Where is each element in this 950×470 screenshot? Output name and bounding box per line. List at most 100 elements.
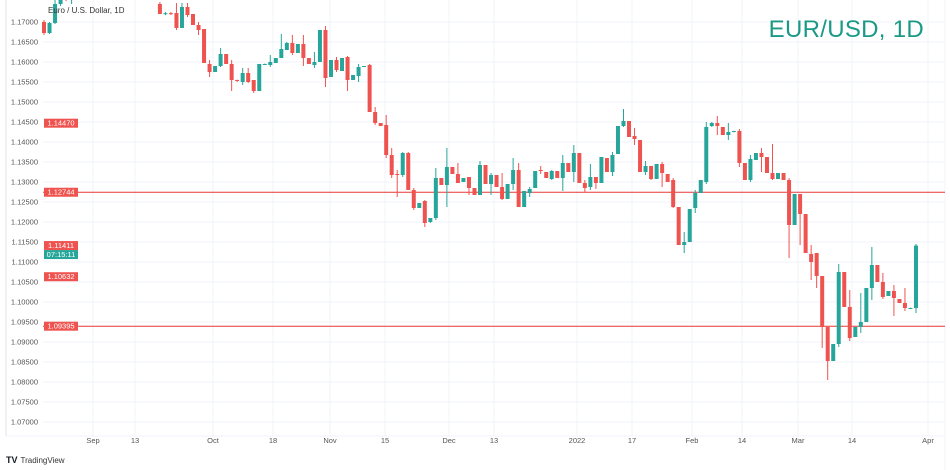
candle[interactable] xyxy=(284,42,289,50)
candle[interactable] xyxy=(842,272,847,307)
candle[interactable] xyxy=(444,148,449,207)
candle[interactable] xyxy=(704,122,709,184)
candle[interactable] xyxy=(748,155,753,182)
candle[interactable] xyxy=(439,178,444,185)
candle[interactable] xyxy=(902,288,907,311)
candle[interactable] xyxy=(273,58,278,63)
candle[interactable] xyxy=(472,188,477,195)
candle[interactable] xyxy=(798,194,803,245)
candle[interactable] xyxy=(864,288,869,322)
candle[interactable] xyxy=(737,129,742,167)
candle[interactable] xyxy=(262,63,267,65)
candle[interactable] xyxy=(428,218,433,223)
candle[interactable] xyxy=(759,148,764,172)
candle[interactable] xyxy=(218,48,223,67)
candle[interactable] xyxy=(362,66,367,67)
candle[interactable] xyxy=(257,64,262,91)
candle[interactable] xyxy=(268,55,273,67)
candle[interactable] xyxy=(836,264,841,347)
candle[interactable] xyxy=(538,166,543,174)
candle[interactable] xyxy=(466,177,471,195)
candle[interactable] xyxy=(483,165,488,184)
candle[interactable] xyxy=(494,175,499,187)
candle[interactable] xyxy=(196,22,201,35)
candle[interactable] xyxy=(301,35,306,66)
candle[interactable] xyxy=(803,214,808,253)
candle[interactable] xyxy=(417,203,422,208)
candle[interactable] xyxy=(174,3,179,30)
candle[interactable] xyxy=(70,0,74,4)
candle[interactable] xyxy=(709,122,714,127)
candle[interactable] xyxy=(312,52,317,68)
candle[interactable] xyxy=(693,190,698,213)
candle[interactable] xyxy=(422,200,427,227)
candle[interactable] xyxy=(776,173,781,179)
candle[interactable] xyxy=(527,187,532,197)
candle[interactable] xyxy=(847,290,852,341)
candle[interactable] xyxy=(207,60,212,77)
candle[interactable] xyxy=(328,60,333,77)
candle[interactable] xyxy=(356,64,361,82)
candle[interactable] xyxy=(825,327,830,380)
candle[interactable] xyxy=(604,158,609,172)
candle[interactable] xyxy=(814,253,819,288)
candle[interactable] xyxy=(213,66,218,72)
candle[interactable] xyxy=(345,56,350,91)
candle[interactable] xyxy=(638,140,643,172)
candle[interactable] xyxy=(897,299,902,303)
candle[interactable] xyxy=(290,35,295,55)
candle[interactable] xyxy=(411,188,416,210)
candle[interactable] xyxy=(787,178,792,258)
candle[interactable] xyxy=(367,64,372,112)
candle[interactable] xyxy=(489,173,494,195)
candle[interactable] xyxy=(433,168,438,220)
candle[interactable] xyxy=(731,130,736,133)
candle[interactable] xyxy=(660,162,665,187)
candle[interactable] xyxy=(831,344,836,361)
candle[interactable] xyxy=(610,152,615,176)
candle[interactable] xyxy=(627,121,632,137)
candle[interactable] xyxy=(461,178,466,182)
candle[interactable] xyxy=(593,177,598,189)
candle[interactable] xyxy=(340,58,345,71)
candle[interactable] xyxy=(455,163,460,183)
candle[interactable] xyxy=(880,273,885,299)
candle[interactable] xyxy=(478,161,482,195)
candle[interactable] xyxy=(295,44,300,53)
candle[interactable] xyxy=(306,58,311,64)
candle[interactable] xyxy=(742,163,747,180)
candle[interactable] xyxy=(191,14,196,25)
candle[interactable] xyxy=(753,153,758,160)
candle[interactable] xyxy=(373,107,378,125)
candle[interactable] xyxy=(566,163,571,172)
candle[interactable] xyxy=(168,12,173,15)
candle[interactable] xyxy=(389,148,394,178)
candle[interactable] xyxy=(549,170,554,180)
candle[interactable] xyxy=(914,244,918,313)
candle[interactable] xyxy=(544,172,549,178)
candle[interactable] xyxy=(770,144,775,180)
candle[interactable] xyxy=(577,153,582,183)
candle[interactable] xyxy=(726,123,731,140)
candle[interactable] xyxy=(179,3,184,28)
candle[interactable] xyxy=(47,22,52,34)
candle[interactable] xyxy=(317,30,322,62)
candle[interactable] xyxy=(185,3,190,17)
candle[interactable] xyxy=(560,155,565,191)
candle[interactable] xyxy=(908,307,913,309)
candle[interactable] xyxy=(764,157,769,173)
candle[interactable] xyxy=(682,232,687,253)
candle[interactable] xyxy=(235,79,240,82)
candle[interactable] xyxy=(511,158,516,190)
candle[interactable] xyxy=(400,152,405,177)
candle[interactable] xyxy=(649,166,654,180)
candle[interactable] xyxy=(42,20,46,35)
candle[interactable] xyxy=(792,194,797,225)
candle[interactable] xyxy=(505,184,510,199)
candle[interactable] xyxy=(886,291,891,296)
candle[interactable] xyxy=(522,191,527,207)
candle[interactable] xyxy=(582,180,587,192)
candle[interactable] xyxy=(820,276,825,348)
candle[interactable] xyxy=(621,109,626,127)
candle[interactable] xyxy=(654,164,659,179)
